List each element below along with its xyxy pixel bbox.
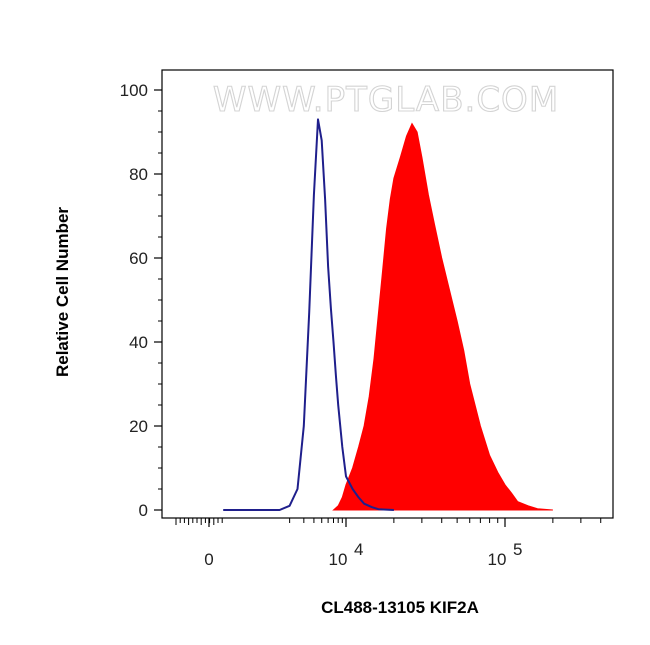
y-tick-label: 0 — [139, 501, 148, 520]
x-tick-label: 10 — [488, 550, 507, 569]
y-tick-label: 60 — [129, 249, 148, 268]
watermark-text: WWW.PTGLAB.COM — [213, 80, 559, 120]
series-1-filled-histogram — [332, 122, 553, 511]
y-tick-label: 80 — [129, 165, 148, 184]
x-tick-label: 0 — [204, 550, 213, 569]
y-tick-label: 40 — [129, 333, 148, 352]
x-tick-exponent: 5 — [513, 540, 522, 559]
plot-frame — [161, 69, 614, 519]
x-tick-label: 10 — [329, 550, 348, 569]
y-tick-label: 100 — [120, 81, 148, 100]
y-axis-title: Relative Cell Number — [53, 207, 72, 377]
x-axis-title: CL488-13105 KIF2A — [321, 598, 479, 617]
x-tick-exponent: 4 — [354, 540, 363, 559]
series-0-outline-histogram — [223, 118, 394, 511]
y-tick-label: 20 — [129, 417, 148, 436]
